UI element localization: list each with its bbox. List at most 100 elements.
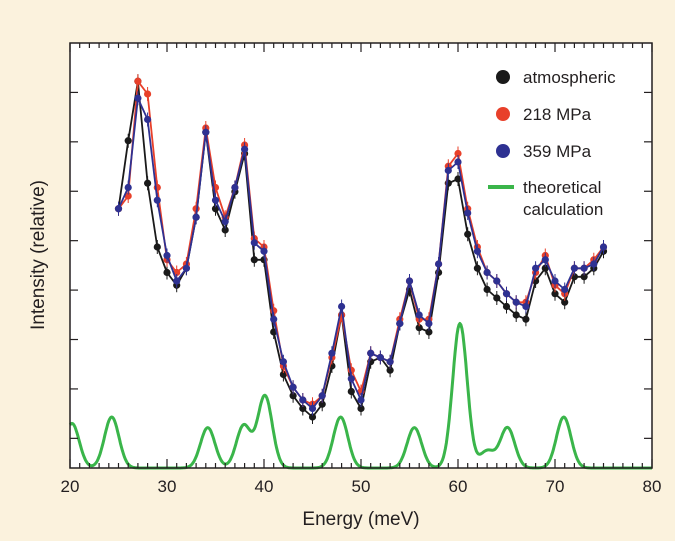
data-point <box>182 264 190 272</box>
legend: atmospheric 218 MPa 359 MPa theoretical … <box>488 68 616 219</box>
data-point <box>163 268 171 277</box>
data-point <box>386 358 394 366</box>
data-point <box>211 205 220 213</box>
data-point <box>270 315 278 323</box>
data-point <box>357 404 365 413</box>
data-point <box>444 166 452 175</box>
data-point <box>512 298 520 306</box>
data-point <box>502 290 511 298</box>
legend-marker-218-mpa <box>496 107 510 121</box>
legend-label-218-mpa: 218 MPa <box>523 105 592 124</box>
legend-marker-359-mpa <box>496 144 510 158</box>
data-point <box>279 358 287 366</box>
data-point <box>551 277 559 285</box>
data-point <box>114 205 123 213</box>
data-point <box>250 256 258 264</box>
data-point <box>425 328 433 336</box>
data-point <box>386 366 394 374</box>
data-point <box>231 183 239 192</box>
data-point <box>250 239 258 247</box>
x-axis-title: Energy (meV) <box>302 509 419 530</box>
data-point <box>561 285 569 294</box>
data-point <box>551 290 559 298</box>
data-point <box>357 396 365 404</box>
data-point <box>415 324 423 332</box>
data-point <box>347 387 355 396</box>
data-point <box>347 375 355 383</box>
data-point <box>308 404 317 413</box>
data-point <box>464 209 472 217</box>
series-layer <box>114 74 608 424</box>
legend-label-theoretical: theoretical calculation <box>523 178 606 219</box>
data-point <box>144 115 152 124</box>
x-tick-label: 40 <box>255 477 274 496</box>
data-point <box>376 353 384 362</box>
data-point <box>299 396 307 404</box>
data-point <box>522 315 530 323</box>
data-point <box>134 94 142 102</box>
data-point <box>590 260 598 268</box>
data-point <box>367 349 375 357</box>
data-point <box>241 145 249 153</box>
data-point <box>483 268 491 277</box>
data-point <box>289 383 297 391</box>
data-point <box>570 264 579 272</box>
x-tick-label: 20 <box>61 477 80 496</box>
data-point <box>124 137 132 145</box>
data-point <box>454 175 462 183</box>
data-point <box>541 256 549 264</box>
data-point <box>153 196 161 204</box>
x-tick-label: 50 <box>352 477 371 496</box>
x-tick-label: 30 <box>158 477 177 496</box>
data-point <box>163 251 171 260</box>
data-point <box>493 294 501 302</box>
data-point <box>124 183 132 192</box>
series-359-mpa <box>114 91 608 416</box>
data-point <box>454 149 462 158</box>
data-point <box>541 264 549 272</box>
x-tick-label: 80 <box>643 477 662 496</box>
data-point <box>599 243 608 251</box>
data-point <box>318 392 326 400</box>
data-point <box>435 260 443 268</box>
data-point <box>211 196 220 204</box>
data-point <box>425 319 433 328</box>
data-point <box>299 404 307 413</box>
data-point <box>192 213 200 221</box>
data-point <box>396 319 404 328</box>
data-point <box>493 277 501 285</box>
data-point <box>512 311 520 319</box>
data-point <box>580 273 588 281</box>
legend-marker-atmospheric <box>496 70 510 84</box>
axis-ticks: 20 30 40 50 60 70 80 <box>61 43 662 496</box>
data-point <box>405 277 414 285</box>
x-tick-label: 60 <box>449 477 468 496</box>
legend-label-359-mpa: 359 MPa <box>523 142 592 161</box>
legend-label-atmospheric: atmospheric <box>523 68 616 87</box>
data-point <box>473 247 481 255</box>
data-point <box>144 90 152 98</box>
data-point <box>153 243 161 251</box>
data-point <box>415 311 423 319</box>
data-point <box>328 349 336 357</box>
data-point <box>318 400 326 408</box>
x-tick-label: 70 <box>546 477 565 496</box>
data-point <box>221 226 229 234</box>
data-point <box>260 247 268 255</box>
data-point <box>580 264 588 272</box>
y-axis-title: Intensity (relative) <box>28 180 49 330</box>
data-point <box>473 264 481 272</box>
data-point <box>134 77 142 85</box>
data-point <box>522 302 530 311</box>
data-point <box>308 413 317 421</box>
data-point <box>532 264 540 272</box>
data-point <box>454 158 462 166</box>
data-point <box>144 179 152 187</box>
data-point <box>289 392 297 400</box>
data-point <box>221 217 229 226</box>
data-point <box>279 370 287 379</box>
data-point <box>502 302 511 311</box>
data-point <box>464 230 472 238</box>
data-point <box>202 128 210 136</box>
